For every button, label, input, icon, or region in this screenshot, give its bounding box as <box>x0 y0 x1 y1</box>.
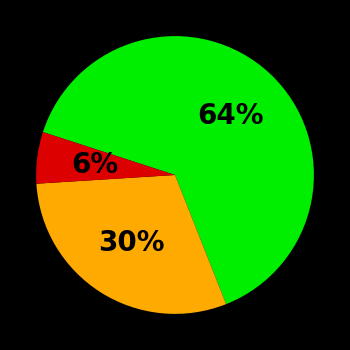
Wedge shape <box>36 175 226 314</box>
Wedge shape <box>36 132 175 184</box>
Text: 6%: 6% <box>71 151 119 179</box>
Wedge shape <box>43 36 314 304</box>
Text: 30%: 30% <box>99 229 165 257</box>
Text: 64%: 64% <box>197 102 264 130</box>
